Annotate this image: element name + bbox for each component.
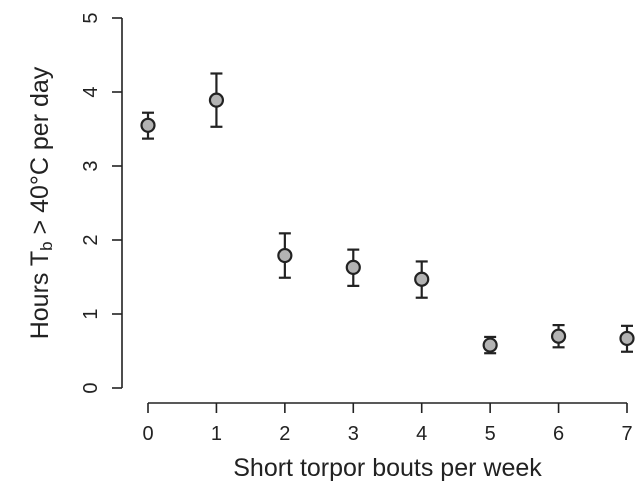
chart-axes xyxy=(121,18,627,404)
data-point-group xyxy=(414,260,430,299)
x-tick-label: 5 xyxy=(485,423,496,445)
data-point xyxy=(619,330,635,347)
data-point-group xyxy=(208,72,225,128)
data-point-group xyxy=(550,324,567,349)
y-tick-label: 3 xyxy=(80,160,102,171)
x-tick-label: 4 xyxy=(416,423,427,445)
y-axis-label-subscript: b xyxy=(37,241,56,250)
data-points xyxy=(140,72,635,355)
x-tick-label: 3 xyxy=(348,423,359,445)
y-axis-label: Hours Tb > 40°C per day xyxy=(26,66,56,339)
data-point-group xyxy=(345,248,361,287)
data-point xyxy=(140,117,156,133)
data-point xyxy=(550,328,567,344)
data-point xyxy=(208,92,225,108)
y-tick-label: 1 xyxy=(80,308,102,319)
data-point-group xyxy=(619,324,635,353)
y-tick-label: 4 xyxy=(80,86,102,97)
y-axis-label-prefix: Hours T xyxy=(26,251,54,339)
x-tick-label: 6 xyxy=(553,423,564,445)
x-tick-label: 0 xyxy=(142,423,153,445)
y-tick-label: 5 xyxy=(80,12,102,23)
y-axis-ticks: 0 1 2 3 4 5 xyxy=(80,12,122,394)
x-axis-ticks: 0 1 2 3 4 5 6 7 xyxy=(142,403,633,445)
y-tick-label: 0 xyxy=(80,382,102,393)
data-point xyxy=(345,259,361,275)
x-tick-label: 7 xyxy=(621,423,632,445)
data-point-group xyxy=(140,111,156,140)
y-tick-label: 2 xyxy=(80,234,102,245)
data-point-group xyxy=(277,232,293,279)
data-point-group xyxy=(482,335,498,355)
data-point xyxy=(277,247,293,264)
x-tick-label: 1 xyxy=(211,423,222,445)
x-axis-label: Short torpor bouts per week xyxy=(233,454,542,482)
y-axis-label-suffix: > 40°C per day xyxy=(26,66,54,241)
x-tick-label: 2 xyxy=(279,423,290,445)
data-point xyxy=(482,337,498,353)
data-point xyxy=(414,271,430,287)
